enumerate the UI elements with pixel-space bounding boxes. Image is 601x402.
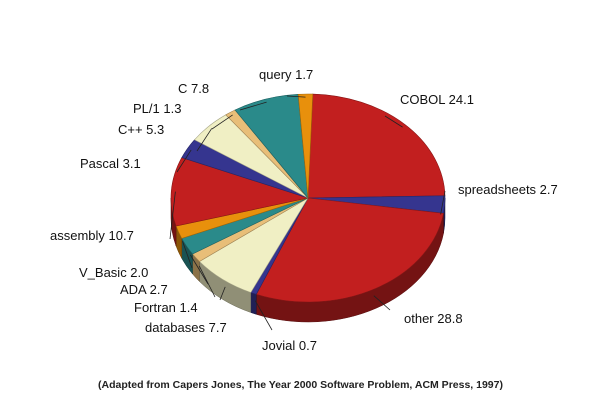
slice-label-cobol: COBOL 24.1	[400, 92, 474, 107]
leader-line-query	[286, 95, 306, 98]
leader-line-ada	[189, 254, 209, 285]
slice-label-c-: C++ 5.3	[118, 122, 164, 137]
slice-label-ada: ADA 2.7	[120, 282, 168, 297]
leader-line-other	[373, 295, 391, 311]
pie-labels: COBOL 24.1 spreadsheets 2.7 other 28.8 Jovi…	[50, 67, 558, 353]
leader-line-fortran	[198, 265, 216, 298]
chart-caption: (Adapted from Capers Jones, The Year 200…	[98, 379, 503, 391]
slice-label-other: other 28.8	[404, 311, 463, 326]
slice-label-spreadsheets: spreadsheets 2.7	[458, 182, 558, 197]
leader-line-c	[239, 101, 267, 111]
slice-label-c: C 7.8	[178, 81, 209, 96]
pie-slice-assembly	[170, 157, 310, 227]
pie-slices	[170, 93, 446, 303]
slice-label-v-basic: V_Basic 2.0	[79, 265, 148, 280]
slice-label-pl-1: PL/1 1.3	[133, 101, 181, 116]
pie-side-jovial	[250, 292, 257, 315]
leader-line-jovial	[254, 300, 273, 331]
slice-label-assembly: assembly 10.7	[50, 228, 134, 243]
slice-label-fortran: Fortran 1.4	[134, 300, 198, 315]
leader-line-c-	[196, 128, 213, 152]
leader-line-v-basic	[182, 241, 193, 269]
slice-label-databases: databases 7.7	[145, 320, 227, 335]
leader-line-spreadsheets	[440, 190, 446, 215]
slice-label-query: query 1.7	[259, 67, 313, 82]
pie-slice-cobol	[307, 93, 446, 199]
slice-label-pascal: Pascal 3.1	[80, 156, 141, 171]
leader-line-pl-1	[211, 114, 233, 130]
pie-slice-other	[255, 197, 444, 303]
leader-line-assembly	[169, 191, 176, 240]
slice-label-jovial: Jovial 0.7	[262, 338, 317, 353]
leader-line-databases	[219, 286, 226, 301]
pie-slice-query	[297, 93, 314, 199]
leader-line-pascal	[176, 149, 192, 173]
leader-line-cobol	[384, 115, 403, 128]
